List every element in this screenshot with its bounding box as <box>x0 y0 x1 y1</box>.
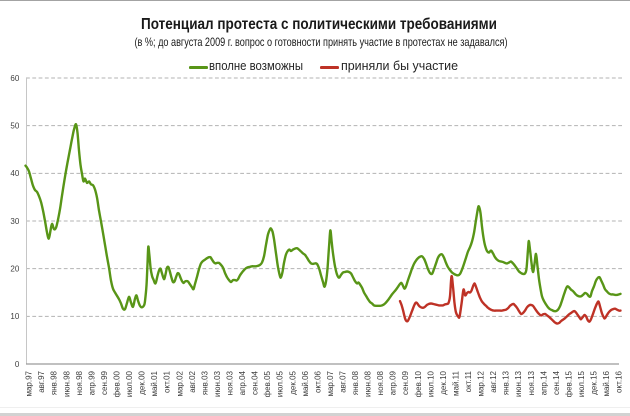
svg-text:янв.98: янв.98 <box>50 370 59 395</box>
svg-text:0: 0 <box>15 360 20 369</box>
svg-text:фев.15: фев.15 <box>565 370 574 397</box>
svg-text:июл.10: июл.10 <box>426 370 435 397</box>
svg-text:апр.99: апр.99 <box>87 370 96 395</box>
svg-text:июн.03: июн.03 <box>213 370 222 397</box>
svg-text:июл.15: июл.15 <box>577 370 586 397</box>
svg-text:окт.11: окт.11 <box>464 370 473 392</box>
svg-text:60: 60 <box>10 74 19 83</box>
svg-text:ноя.13: ноя.13 <box>527 370 536 395</box>
svg-text:дек.10: дек.10 <box>439 370 448 394</box>
svg-text:янв.13: янв.13 <box>502 370 511 395</box>
svg-text:50: 50 <box>10 122 19 131</box>
svg-text:дек.15: дек.15 <box>590 370 599 394</box>
svg-text:сен.09: сен.09 <box>401 370 410 395</box>
svg-text:янв.03: янв.03 <box>200 370 209 395</box>
svg-text:10: 10 <box>10 312 19 321</box>
svg-text:мар.07: мар.07 <box>326 370 335 396</box>
svg-text:мар.02: мар.02 <box>175 370 184 396</box>
svg-text:дек.00: дек.00 <box>138 370 147 394</box>
svg-text:июл.00: июл.00 <box>125 370 134 397</box>
svg-text:июл.05: июл.05 <box>276 370 285 397</box>
svg-text:фев.10: фев.10 <box>414 370 423 397</box>
svg-text:май.06: май.06 <box>301 370 310 396</box>
svg-text:ноя.08: ноя.08 <box>376 370 385 395</box>
svg-text:окт.06: окт.06 <box>313 370 322 392</box>
svg-text:апр.04: апр.04 <box>238 370 247 395</box>
svg-text:авг.12: авг.12 <box>489 370 498 392</box>
svg-text:авг.07: авг.07 <box>339 370 348 392</box>
svg-text:сен.99: сен.99 <box>100 370 109 395</box>
svg-text:фев.05: фев.05 <box>263 370 272 397</box>
svg-text:мар.97: мар.97 <box>25 370 34 396</box>
svg-text:30: 30 <box>10 217 19 226</box>
svg-text:сен.14: сен.14 <box>552 370 561 395</box>
svg-text:мар.12: мар.12 <box>477 370 486 396</box>
svg-text:июн.13: июн.13 <box>514 370 523 397</box>
svg-text:май.16: май.16 <box>602 370 611 396</box>
svg-text:июн.98: июн.98 <box>62 370 71 397</box>
svg-text:окт.01: окт.01 <box>163 370 172 392</box>
svg-text:дек.05: дек.05 <box>288 370 297 394</box>
svg-text:окт.16: окт.16 <box>615 370 624 392</box>
svg-text:ноя.03: ноя.03 <box>226 370 235 395</box>
svg-text:авг.02: авг.02 <box>188 370 197 392</box>
svg-text:апр.14: апр.14 <box>539 370 548 395</box>
svg-text:фев.00: фев.00 <box>113 370 122 397</box>
svg-text:июн.08: июн.08 <box>364 370 373 397</box>
svg-text:ноя.98: ноя.98 <box>75 370 84 395</box>
svg-text:сен.04: сен.04 <box>251 370 260 395</box>
svg-text:май.11: май.11 <box>452 370 461 395</box>
svg-text:май.01: май.01 <box>150 370 159 396</box>
svg-text:апр.09: апр.09 <box>389 370 398 395</box>
svg-text:20: 20 <box>10 265 19 274</box>
svg-text:40: 40 <box>10 169 19 178</box>
svg-text:янв.08: янв.08 <box>351 370 360 395</box>
svg-text:авг.97: авг.97 <box>37 370 46 392</box>
